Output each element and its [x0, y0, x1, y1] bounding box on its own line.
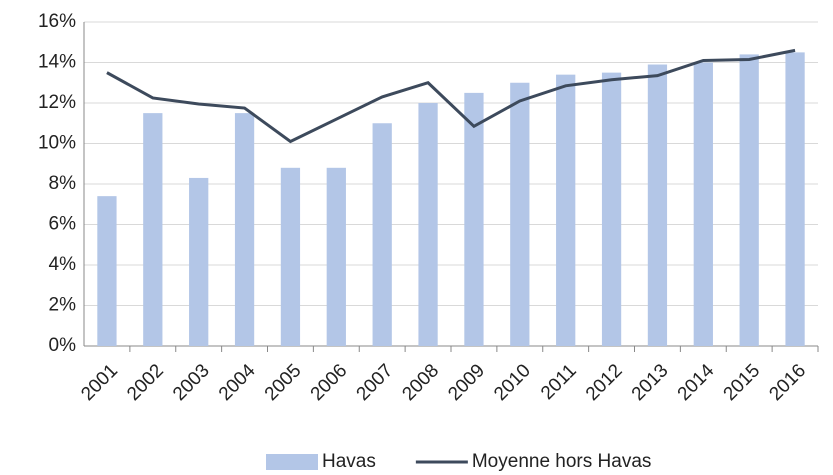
y-tick-label: 10%	[38, 133, 76, 154]
x-tick-label: 2004	[215, 360, 260, 405]
y-tick-label: 0%	[49, 335, 77, 356]
x-tick-label: 2010	[490, 360, 535, 405]
x-tick-label: 2016	[765, 360, 810, 405]
x-tick-label: 2012	[582, 360, 627, 405]
x-tick-label: 2002	[123, 360, 168, 405]
x-tick-label: 2009	[444, 360, 489, 405]
bar	[97, 196, 117, 346]
bar	[143, 113, 163, 346]
x-tick-label: 2011	[537, 360, 581, 404]
bar	[785, 52, 805, 346]
legend-label: Moyenne hors Havas	[472, 451, 652, 472]
x-tick-label: 2003	[169, 360, 214, 405]
x-tick-label: 2007	[353, 360, 398, 405]
y-tick-label: 8%	[49, 173, 77, 194]
bar	[647, 64, 668, 347]
x-tick-label: 2001	[77, 360, 122, 405]
bar	[326, 167, 346, 346]
bar	[234, 113, 255, 346]
x-tick-label: 2014	[674, 360, 719, 405]
x-tick-label: 2008	[398, 360, 443, 405]
bar	[464, 92, 484, 346]
y-tick-label: 16%	[38, 11, 76, 32]
bar	[693, 62, 713, 346]
x-tick-label: 2015	[720, 360, 765, 405]
bar	[372, 123, 392, 346]
bar	[601, 72, 622, 346]
x-tick-label: 2006	[307, 360, 352, 405]
x-tick-label: 2013	[628, 360, 673, 405]
bar	[510, 82, 530, 346]
legend-label: Havas	[322, 451, 376, 472]
bar	[280, 167, 301, 346]
y-tick-label: 12%	[38, 92, 76, 113]
y-tick-label: 4%	[49, 254, 77, 275]
bar	[418, 103, 438, 346]
bar	[556, 74, 576, 347]
y-tick-label: 6%	[49, 214, 77, 235]
legend-swatch	[266, 454, 318, 470]
x-tick-label: 2005	[261, 360, 306, 405]
bar	[739, 54, 759, 347]
y-tick-label: 14%	[38, 52, 76, 73]
bar	[189, 177, 209, 346]
y-tick-label: 2%	[49, 295, 77, 316]
line	[106, 48, 796, 144]
